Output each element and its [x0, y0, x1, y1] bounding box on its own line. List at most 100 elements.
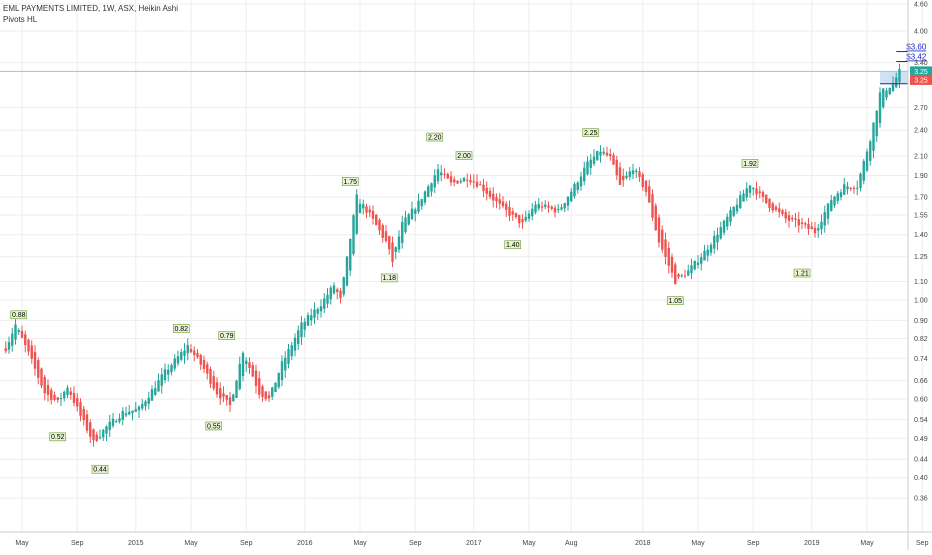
price-targets: $3.60$3.42 — [880, 43, 927, 85]
pivot-box — [504, 240, 522, 250]
candle-body — [651, 194, 654, 218]
candle-body — [384, 231, 388, 242]
candle-body — [527, 213, 531, 219]
candle-body — [475, 181, 479, 187]
candle-body — [147, 397, 150, 404]
candle-body — [33, 351, 37, 369]
candle-body — [618, 167, 622, 185]
candle-body — [4, 348, 7, 352]
candle-body — [898, 68, 901, 83]
candle-body — [778, 208, 781, 213]
candle-body — [758, 191, 761, 194]
candle-body — [56, 397, 59, 400]
candle-body — [261, 386, 264, 398]
candle-body — [804, 223, 807, 225]
candle-body — [43, 377, 46, 394]
x-tick-label: 2015 — [128, 540, 144, 547]
pivot-box — [793, 268, 811, 278]
pivot-label: 0.88 — [12, 312, 26, 319]
candle-body — [453, 179, 456, 183]
candle-body — [755, 188, 758, 195]
candle-body — [50, 389, 53, 401]
candle-body — [599, 151, 602, 156]
pivot-label: 0.82 — [174, 326, 188, 333]
price-tag — [910, 66, 932, 77]
candle-body — [342, 277, 345, 295]
candle-body — [817, 228, 820, 231]
candle-body — [212, 376, 215, 389]
y-tick-label: 0.66 — [914, 378, 928, 385]
candle-body — [693, 260, 696, 270]
candle-body — [703, 250, 706, 261]
candle-body — [690, 265, 693, 274]
candles — [4, 63, 901, 447]
candle-body — [277, 373, 280, 388]
price-tag — [910, 74, 932, 85]
candle-body — [628, 171, 631, 177]
candle-body — [839, 192, 843, 198]
candle-body — [566, 196, 570, 206]
candle-body — [683, 275, 687, 277]
candle-body — [570, 191, 573, 202]
candle-body — [518, 214, 521, 224]
candle-body — [316, 309, 319, 314]
candle-body — [631, 170, 635, 175]
candle-body — [20, 330, 24, 338]
y-tick-label: 2.10 — [914, 154, 928, 161]
candle-body — [537, 203, 540, 209]
candle-body — [241, 352, 245, 376]
pivot-label: 1.75 — [343, 179, 357, 186]
pivot-label: 1.05 — [668, 298, 682, 305]
candle-body — [163, 369, 167, 380]
candle-body — [761, 192, 765, 198]
pivot-box — [582, 128, 600, 138]
candle-body — [602, 151, 605, 154]
pivot-box — [10, 310, 28, 320]
candle-body — [511, 211, 514, 215]
candle-body — [612, 155, 615, 165]
x-tick-label: Sep — [71, 540, 84, 547]
candle-body — [414, 209, 417, 214]
candle-body — [306, 315, 310, 326]
candle-body — [267, 395, 271, 399]
candle-body — [167, 369, 170, 375]
pivot-box — [218, 331, 236, 341]
pivot-box — [172, 324, 190, 333]
candle-body — [349, 238, 352, 271]
candle-body — [358, 203, 362, 214]
candle-body — [160, 374, 163, 386]
candle-body — [768, 198, 771, 208]
candle-body — [170, 365, 173, 373]
candle-body — [826, 203, 830, 219]
candle-body — [183, 350, 186, 356]
candle-body — [420, 199, 423, 207]
y-tick-label: 0.82 — [914, 336, 928, 343]
candle-body — [378, 219, 381, 231]
candle-body — [882, 88, 885, 108]
candle-body — [456, 180, 459, 184]
pivot-box — [49, 432, 67, 442]
candle-body — [388, 236, 391, 250]
candle-body — [274, 382, 277, 392]
y-tick-label: 0.90 — [914, 318, 928, 325]
candle-body — [524, 216, 527, 221]
candle-body — [323, 298, 326, 309]
pivot-marker: 2.00 — [455, 151, 473, 160]
price-tag-label: 3.25 — [914, 77, 928, 84]
candle-body — [687, 270, 690, 276]
y-tick-label: 0.40 — [914, 475, 928, 482]
x-tick-label: May — [353, 540, 367, 547]
candle-body — [885, 90, 888, 98]
candle-body — [576, 182, 579, 191]
y-tick-label: 3.40 — [914, 60, 928, 67]
x-tick-label: Sep — [916, 540, 929, 547]
candle-body — [180, 351, 183, 360]
pivot-marker: 2.25 — [582, 128, 600, 138]
candle-body — [579, 176, 583, 187]
candle-body — [498, 199, 501, 204]
candle-body — [397, 236, 401, 250]
target-zone-box — [880, 71, 908, 84]
candle-body — [202, 359, 206, 370]
